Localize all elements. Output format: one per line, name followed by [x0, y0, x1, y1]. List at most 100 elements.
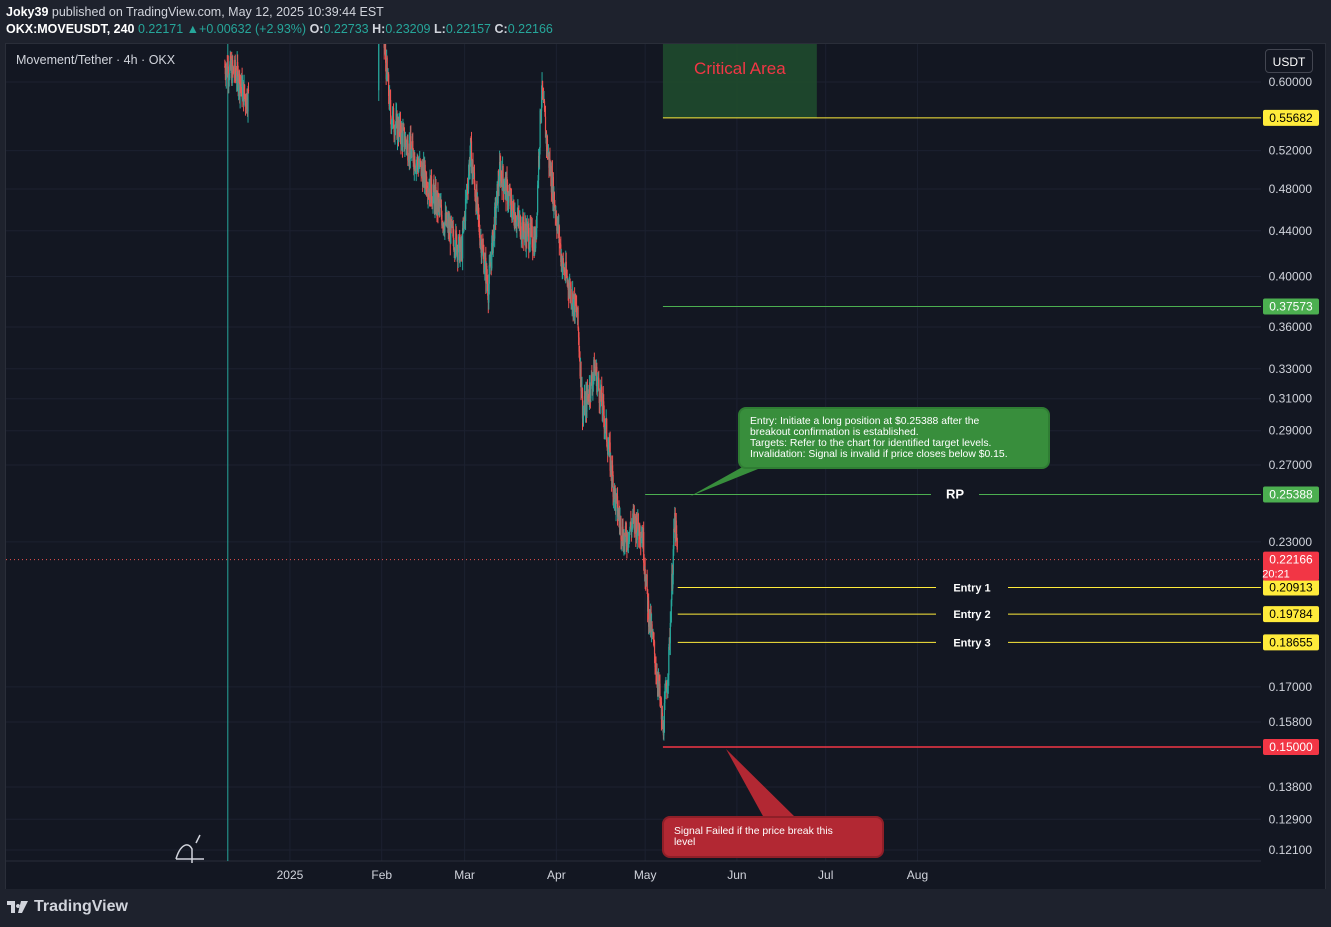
level-tag: Entry 3 — [953, 637, 990, 649]
candle-body — [467, 174, 470, 189]
candle-body — [244, 97, 247, 107]
candle-body — [581, 388, 584, 419]
candle-body — [440, 204, 443, 215]
candle-body — [663, 732, 665, 736]
currency-button[interactable]: USDT — [1265, 49, 1313, 73]
candle-body — [539, 110, 541, 148]
candle-body — [229, 64, 231, 79]
price-tick-label: 0.33000 — [1269, 362, 1313, 376]
candle-body — [616, 496, 619, 517]
entry-callout: Entry: Initiate a long position at $0.25… — [738, 407, 1050, 469]
candle-body — [513, 209, 515, 223]
candle-body — [471, 163, 473, 174]
price-chart[interactable]: Critical Area 0.60000 0.52000 0.48000 0.440… — [6, 44, 1325, 889]
series-legend[interactable]: Movement/Tether · 4h · OKX — [16, 53, 176, 67]
price-label-box — [1263, 738, 1319, 755]
price-axis[interactable]: 0.60000 0.52000 0.48000 0.44000 0.40000 0.360… — [1262, 75, 1319, 857]
price-label-text: 0.20913 — [1269, 581, 1313, 595]
candle-body — [640, 536, 642, 544]
high-value: 0.23209 — [385, 22, 431, 36]
candle-body — [488, 265, 490, 284]
candle-body — [590, 375, 592, 399]
level-tags: RP Entry 1 Entry 2 Entry 3 — [175, 465, 991, 863]
last-price: 0.22171 — [138, 22, 184, 36]
time-tick-label: Mar — [454, 868, 475, 882]
price-tick-label: 0.60000 — [1269, 75, 1313, 89]
footer-bar — [0, 889, 1331, 927]
candle-body — [242, 85, 244, 99]
candle-body — [395, 113, 397, 124]
replay-dinosaur-icon — [175, 834, 204, 863]
candle-body — [601, 387, 603, 407]
candle-body — [232, 60, 234, 69]
author-name[interactable]: Joky39 — [6, 5, 49, 19]
candle-body — [670, 622, 672, 624]
candle-body — [578, 337, 580, 352]
time-axis[interactable]: 2025 Feb Mar Apr May Jun Jul Aug — [277, 868, 929, 882]
candle-body — [639, 524, 641, 540]
candle-body — [477, 197, 479, 205]
candle-body — [407, 140, 409, 161]
candle-body — [411, 149, 413, 158]
candle-body — [412, 140, 414, 150]
candle-body — [390, 100, 392, 118]
candle-body — [663, 703, 665, 733]
candle-body — [646, 574, 648, 590]
candle-body — [656, 672, 658, 682]
candle-body — [385, 48, 387, 63]
candle-body — [472, 160, 474, 178]
price-label-text: 0.18655 — [1269, 635, 1313, 649]
candle-body — [543, 101, 546, 110]
candle-body — [628, 531, 630, 542]
callout-line: Entry: Initiate a long position at $0.25… — [750, 416, 980, 427]
candle-body — [480, 239, 482, 258]
candle-body — [499, 161, 501, 186]
price-label-box — [1263, 606, 1319, 623]
candle-body — [234, 59, 236, 74]
zones: Critical Area — [662, 44, 817, 118]
candle-body — [670, 600, 672, 623]
candle-body — [648, 600, 650, 627]
candle-body — [612, 465, 614, 475]
time-tick-label: Jun — [727, 868, 746, 882]
candle-body — [528, 227, 530, 250]
tradingview-logo[interactable]: TradingView — [6, 898, 128, 916]
time-tick-label: Feb — [371, 868, 392, 882]
candle-body — [589, 384, 591, 398]
candle-body — [459, 247, 461, 262]
publish-line: Joky39 published on TradingView.com, May… — [6, 5, 384, 19]
price-label-box — [1263, 579, 1319, 596]
candle-body — [227, 66, 229, 82]
price-tick-label: 0.13800 — [1269, 780, 1313, 794]
candle-body — [414, 156, 416, 171]
candle-body — [622, 526, 624, 544]
candle-body — [612, 474, 614, 497]
level-tag: Entry 2 — [953, 609, 990, 621]
price-tick-label: 0.40000 — [1269, 269, 1313, 283]
candle-body — [243, 84, 246, 96]
fail-callout: Signal Failed if the price break this le… — [662, 816, 884, 858]
callout-line: Signal Failed if the price break this — [674, 826, 833, 837]
candle-body — [434, 191, 436, 209]
price-tick-label: 0.29000 — [1269, 424, 1313, 438]
candle-body — [673, 528, 675, 550]
levels — [6, 117, 1261, 748]
time-tick-label: Jul — [818, 868, 833, 882]
candle-body — [402, 129, 404, 147]
time-tick-label: Apr — [547, 868, 566, 882]
price-tick-label: 0.12900 — [1269, 812, 1313, 826]
candle-body — [392, 108, 395, 129]
price-label-box — [1263, 634, 1319, 651]
candle-body — [494, 206, 496, 239]
candle-body — [668, 646, 670, 676]
candle-body — [603, 415, 605, 429]
low-label: L: — [434, 22, 446, 36]
candle-body — [553, 192, 555, 207]
fail-callout-pointer — [726, 748, 796, 818]
critical-area-box — [662, 44, 817, 118]
level-tag: Entry 1 — [953, 583, 990, 595]
symbol-label: OKX:MOVEUSDT, 240 — [6, 22, 135, 36]
candle-body — [562, 258, 564, 264]
tradingview-logo-text: TradingView — [34, 898, 128, 915]
tradingview-logo-icon — [7, 901, 28, 913]
